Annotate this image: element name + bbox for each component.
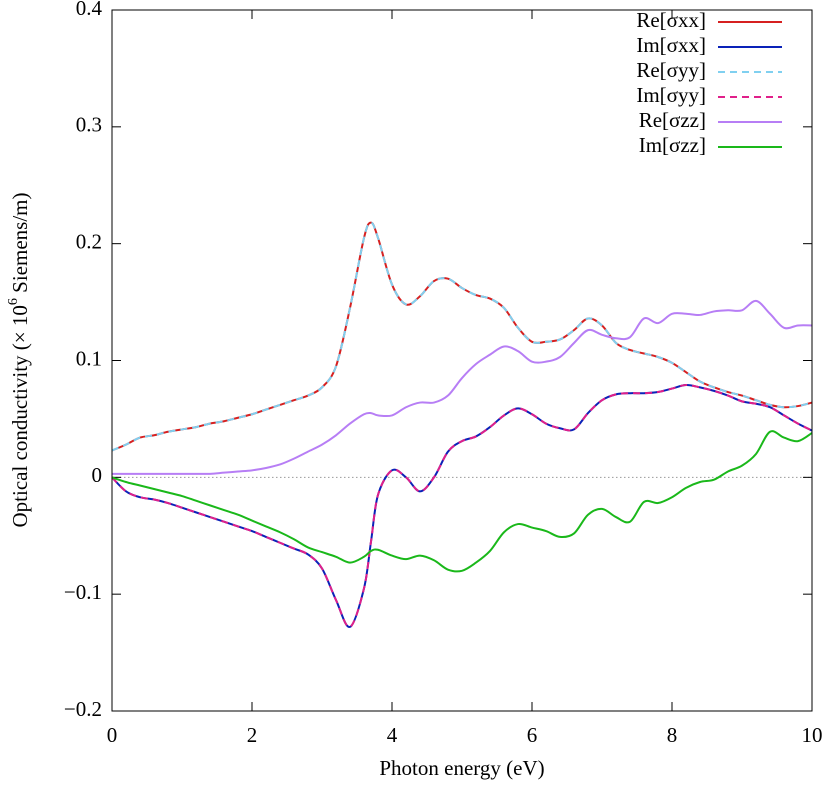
line [111, 384, 813, 628]
line [111, 384, 813, 628]
y-tick-label: −0.2 [64, 697, 102, 721]
x-tick-label: 8 [667, 723, 678, 747]
y-tick-label: −0.1 [64, 580, 102, 604]
x-tick-label: 2 [247, 723, 258, 747]
legend-label: Re[σxx] [636, 8, 706, 32]
plot-frame [111, 9, 813, 712]
line [111, 299, 813, 475]
legend-label: Im[σzz] [639, 133, 706, 157]
legend-label: Re[σyy] [636, 58, 706, 82]
legend-label: Re[σzz] [639, 108, 706, 132]
x-tick-label: 10 [802, 723, 823, 747]
legend-label: Im[σxx] [636, 33, 706, 57]
y-tick-label: 0.3 [76, 113, 102, 137]
y-tick-label: 0 [92, 463, 103, 487]
y-tick-label: 0.4 [76, 0, 103, 20]
y-label-exponent: 6 [6, 298, 21, 305]
x-tick-label: 0 [107, 723, 118, 747]
line [111, 221, 813, 452]
legend-label: Im[σyy] [636, 83, 706, 107]
y-tick-label: 0.2 [76, 229, 102, 253]
y-axis-label: Optical conductivity (× 106 Siemens/m) [6, 193, 32, 528]
x-tick-label: 4 [387, 723, 398, 747]
y-tick-label: 0.1 [76, 346, 102, 370]
y-label-text: Optical conductivity (× 10 [8, 305, 32, 527]
x-axis-label: Photon energy (eV) [379, 756, 544, 780]
line [111, 430, 813, 573]
x-tick-label: 6 [527, 723, 538, 747]
y-label-unit: Siemens/m) [8, 193, 32, 299]
line [111, 221, 813, 452]
